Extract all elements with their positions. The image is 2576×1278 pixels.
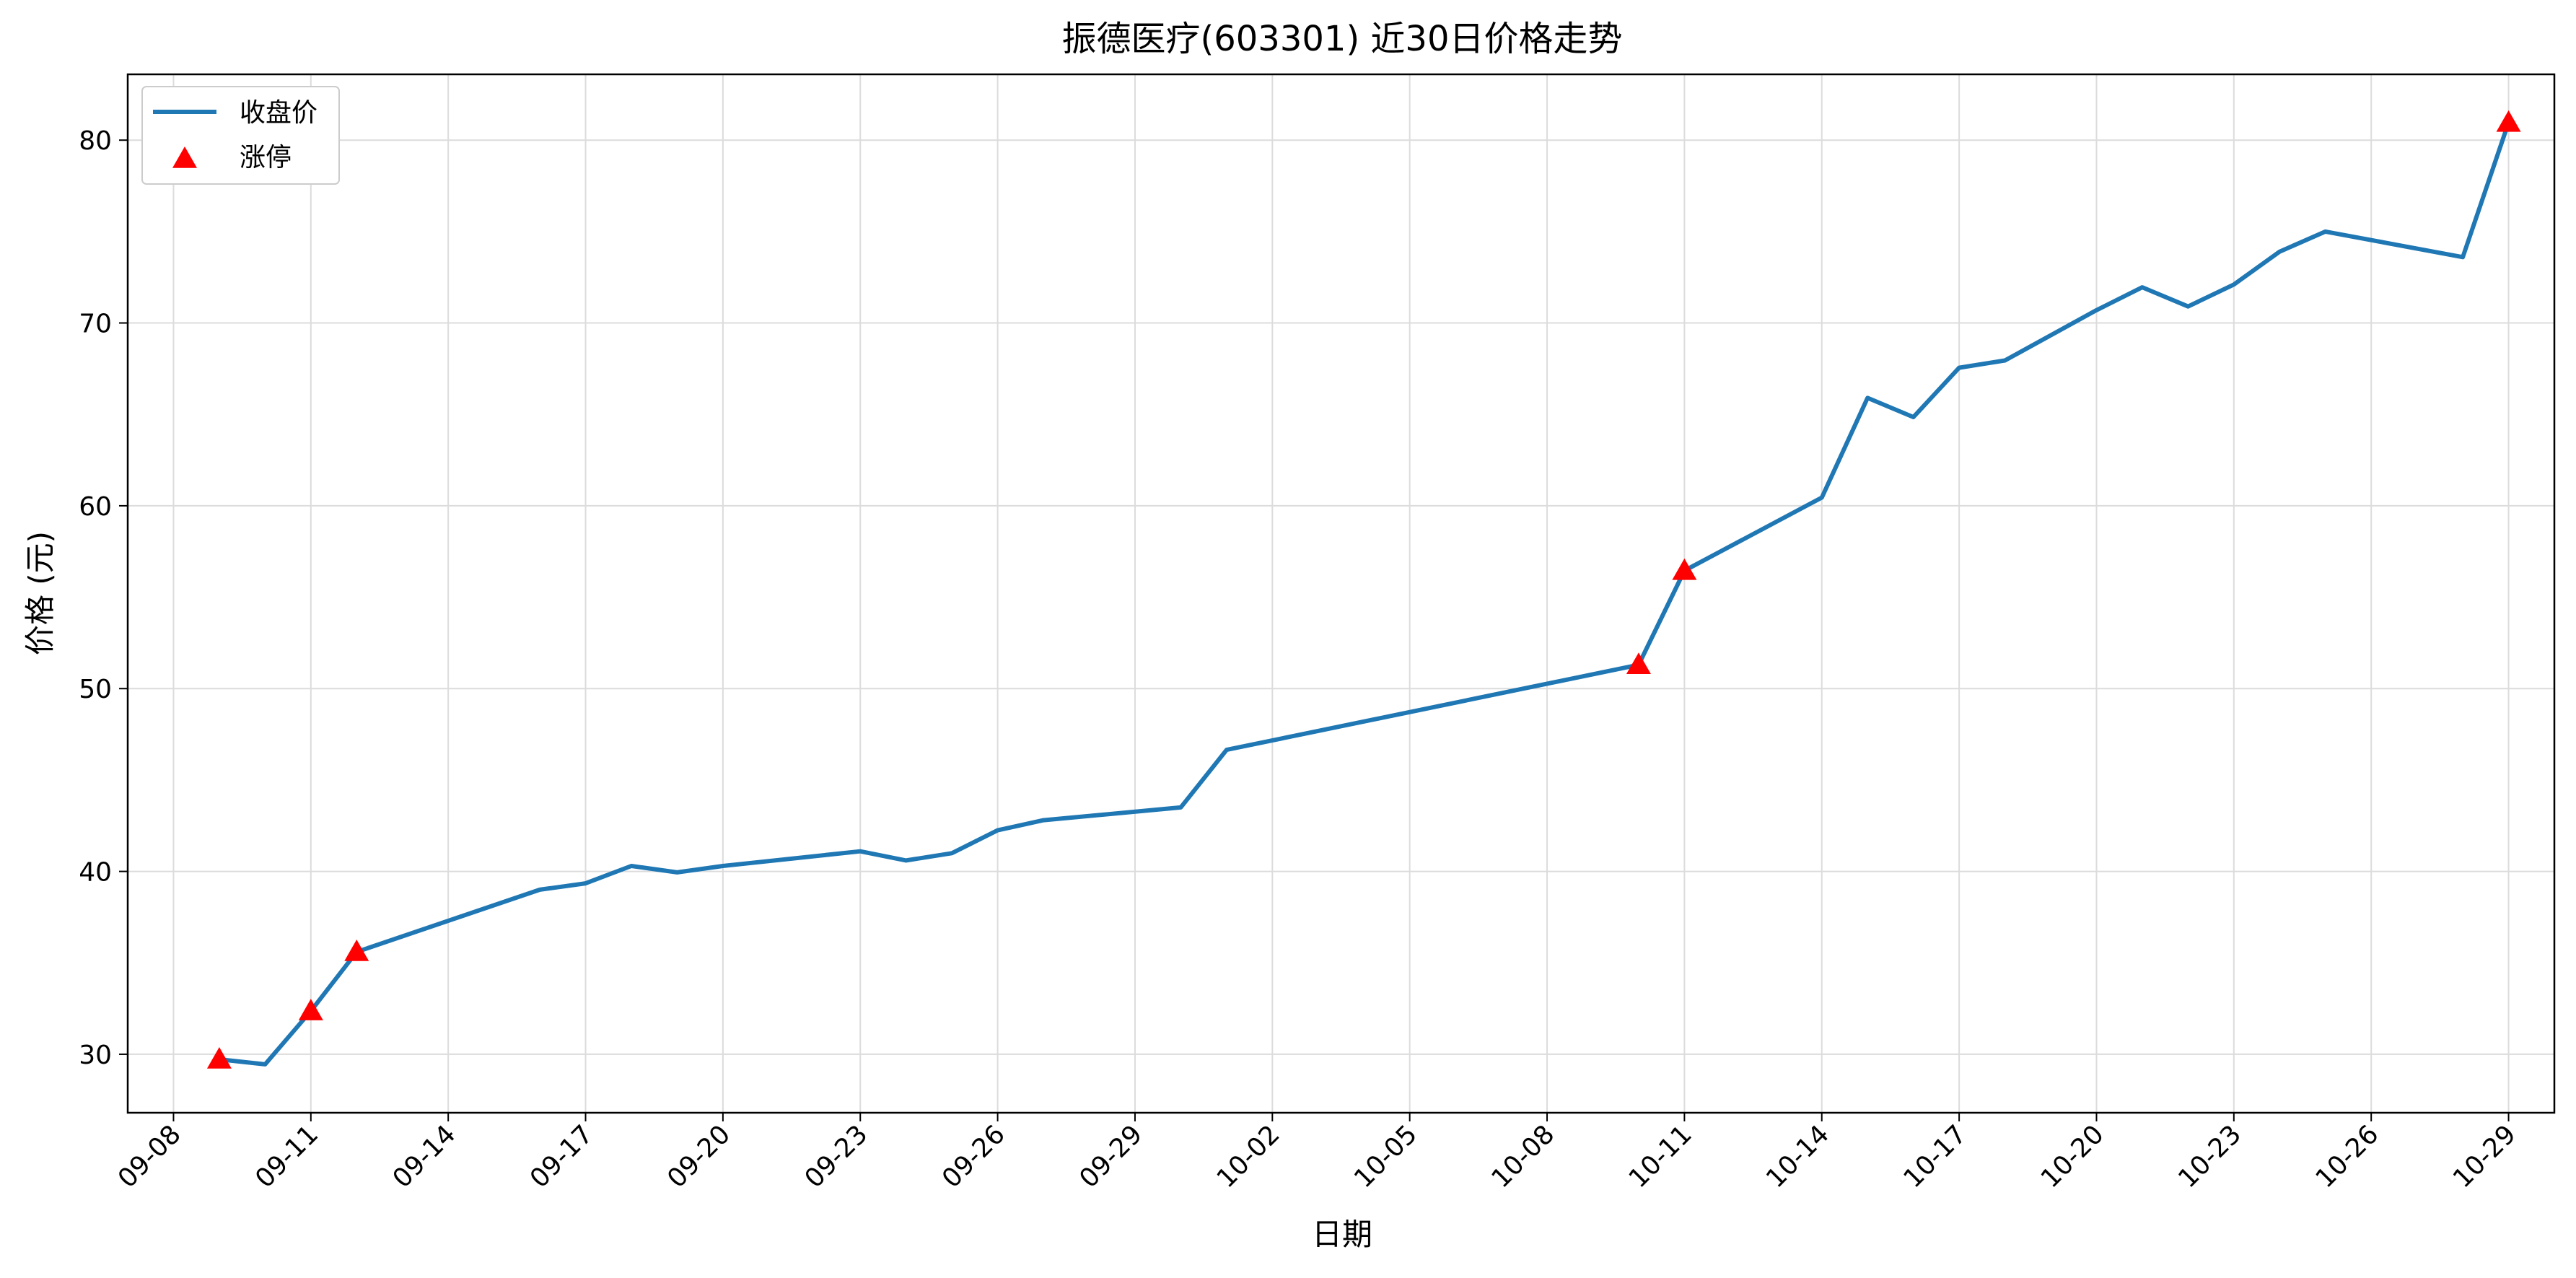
x-tick-label: 10-26 [2310,1119,2385,1194]
y-tick-label: 40 [79,858,112,888]
x-tick-label: 09-08 [113,1119,187,1194]
x-tick-label: 10-17 [1898,1119,1973,1194]
y-tick-label: 70 [79,310,112,339]
close-price-line [219,123,2509,1064]
x-tick-label: 09-29 [1074,1119,1148,1194]
x-tick-label: 10-29 [2448,1119,2522,1194]
limit-up-marker [2497,110,2521,132]
limit-up-marker [1672,559,1696,580]
plot-frame [128,74,2554,1113]
y-tick-label: 50 [79,675,112,704]
chart-title: 振德医疗(603301) 近30日价格走势 [1061,19,1622,59]
x-tick-label: 09-26 [937,1119,1011,1194]
x-tick-label: 09-17 [525,1119,599,1194]
x-axis-label: 日期 [1312,1217,1372,1252]
grid-lines [128,74,2554,1113]
x-tick-label: 09-11 [250,1119,324,1194]
legend-label: 收盘价 [240,98,317,128]
data-series [207,110,2521,1069]
y-axis-label: 价格 (元) [22,531,58,655]
y-tick-label: 80 [79,126,112,156]
x-tick-label: 10-14 [1761,1119,1835,1194]
axes: 30 40 50 60 70 80 09-08 09-11 09-14 09-17 09-20 09-… [79,74,2554,1194]
x-tick-label: 10-11 [1624,1119,1698,1194]
x-tick-label: 10-20 [2036,1119,2110,1194]
x-tick-label: 10-05 [1349,1119,1423,1194]
x-tick-label: 10-23 [2173,1119,2247,1194]
x-tick-label: 10-08 [1486,1119,1560,1194]
x-tick-label: 09-20 [662,1119,736,1194]
limit-up-marker [1626,652,1651,674]
limit-up-marker [207,1047,232,1069]
legend-label: 涨停 [240,143,292,172]
x-tick-label: 09-23 [799,1119,874,1194]
y-tick-label: 60 [79,492,112,522]
x-tick-label: 09-14 [387,1119,462,1194]
x-tick-label: 10-02 [1212,1119,1286,1194]
y-tick-label: 30 [79,1041,112,1070]
